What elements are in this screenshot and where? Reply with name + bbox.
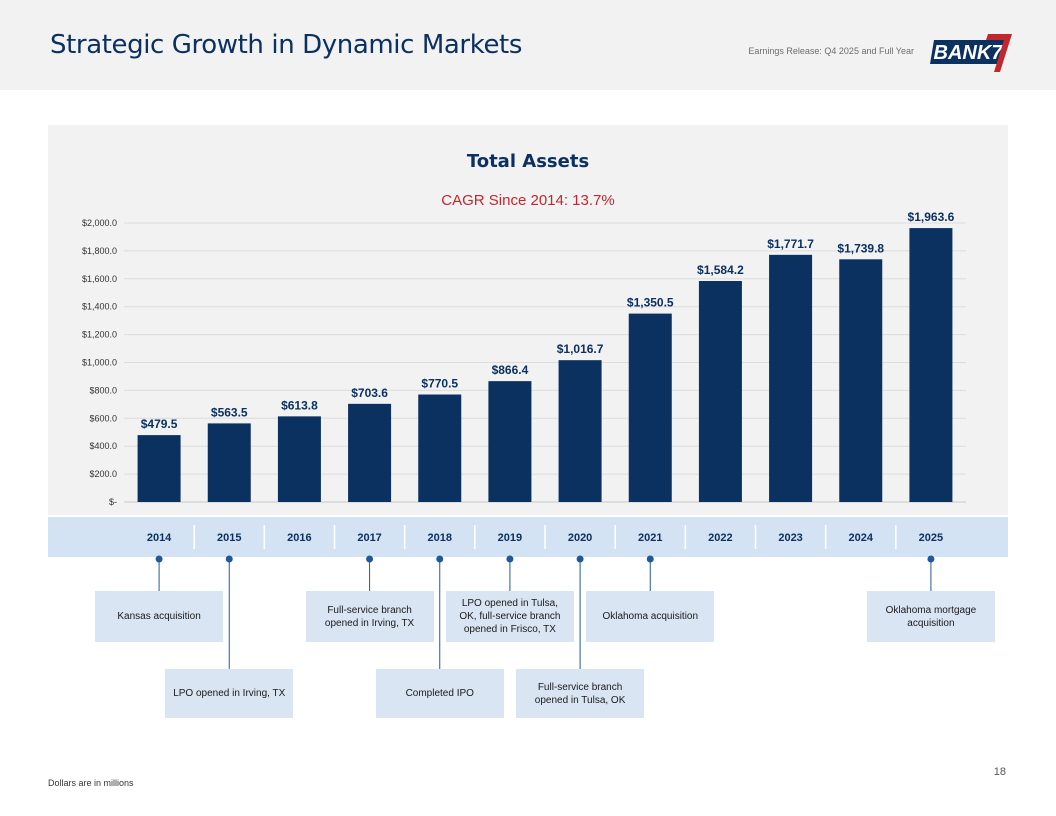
timeline-marker — [506, 555, 514, 563]
timeline-event-box: Full-service branch opened in Irving, TX — [305, 591, 434, 642]
data-labels: $479.5 $563.5 $613.8 $703.6 $770.5 $866.4 $1,0… — [141, 210, 955, 431]
timeline-event-label: Completed IPO — [405, 688, 474, 699]
bar-value-label: $1,584.2 — [697, 263, 744, 277]
timeline-event-label: Full-service branch opened in Irving, TX — [324, 604, 415, 629]
timeline-event-label: LPO opened in Irving, TX — [173, 688, 286, 699]
timeline-connectors — [155, 555, 935, 669]
year-label: 2019 — [498, 532, 522, 544]
footnote: Dollars are in millions — [48, 778, 134, 788]
bar — [277, 416, 321, 502]
timeline-event-label: Oklahoma mortgage acquisition — [885, 604, 977, 629]
year-band — [48, 517, 1008, 557]
bar-value-label: $479.5 — [141, 417, 178, 431]
y-tick-label: $1,600.0 — [82, 274, 117, 284]
bar — [628, 313, 672, 502]
timeline-marker — [436, 555, 444, 563]
earnings-release-label: Earnings Release: Q4 2025 and Full Year — [748, 46, 914, 56]
year-label: 2020 — [568, 532, 592, 544]
timeline-event-label: Kansas acquisition — [117, 611, 201, 622]
timeline-event-box: LPO opened in Irving, TX — [165, 669, 294, 718]
bar-value-label: $1,739.8 — [837, 241, 884, 255]
y-tick-label: $1,400.0 — [82, 302, 117, 312]
timeline-marker — [225, 555, 233, 563]
year-label: 2015 — [217, 532, 241, 544]
bar-value-label: $563.5 — [211, 405, 248, 419]
year-label: 2017 — [357, 532, 381, 544]
bar — [769, 254, 813, 502]
y-tick-label: $800.0 — [89, 385, 117, 395]
page-title: Strategic Growth in Dynamic Markets — [50, 30, 522, 60]
bar — [558, 360, 602, 502]
timeline-marker — [155, 555, 163, 563]
timeline-event-label: LPO opened in Tulsa, OK, full-service br… — [459, 598, 561, 635]
bar-value-label: $1,963.6 — [908, 210, 955, 224]
timeline-event-box: Full-service branch opened in Tulsa, OK — [516, 669, 645, 718]
y-tick-label: $200.0 — [89, 469, 117, 479]
bar — [348, 403, 392, 502]
gridlines — [124, 222, 966, 503]
bar — [698, 281, 742, 502]
timeline-event-box: Oklahoma mortgage acquisition — [866, 591, 995, 642]
x-axis-year-labels: 2014 2015 2016 2017 2018 2019 2020 2021 2022 2023… — [147, 532, 943, 544]
chart-subtitle: CAGR Since 2014: 13.7% — [441, 192, 614, 209]
bar — [839, 259, 883, 502]
bar-value-label: $1,350.5 — [627, 296, 674, 310]
bar — [418, 394, 462, 502]
bar-value-label: $703.6 — [351, 386, 388, 400]
bank7-logo: BANK7 — [930, 34, 1012, 72]
year-label: 2016 — [287, 532, 311, 544]
bar-value-label: $866.4 — [492, 363, 529, 377]
timeline-marker — [646, 555, 654, 563]
bars — [137, 228, 953, 502]
chart-title: Total Assets — [467, 151, 589, 172]
bar — [137, 435, 181, 502]
year-label: 2023 — [778, 532, 802, 544]
timeline-event-box: LPO opened in Tulsa, OK, full-service br… — [445, 591, 574, 642]
y-tick-label: $600.0 — [89, 413, 117, 423]
y-tick-label: $400.0 — [89, 441, 117, 451]
year-label: 2014 — [147, 532, 172, 544]
logo-text: BANK7 — [934, 42, 1004, 64]
timeline-event-box: Completed IPO — [375, 669, 504, 718]
bar — [207, 423, 251, 502]
page-number: 18 — [993, 766, 1006, 778]
bar — [909, 228, 953, 502]
logo-banner — [930, 40, 1006, 64]
y-axis-ticks: $- $200.0 $400.0 $600.0 $800.0 $1,000.0 $1,200… — [82, 218, 117, 507]
year-label: 2018 — [428, 532, 452, 544]
timeline-marker — [927, 555, 935, 563]
y-tick-label: $- — [109, 497, 117, 507]
bar-value-label: $613.8 — [281, 398, 318, 412]
bar-value-label: $1,771.7 — [767, 237, 814, 251]
bar-value-label: $770.5 — [421, 377, 458, 391]
timeline-event-label: Full-service branch opened in Tulsa, OK — [534, 681, 626, 706]
year-label: 2024 — [849, 532, 874, 544]
timeline-event-box: Oklahoma acquisition — [586, 591, 715, 642]
y-tick-label: $1,800.0 — [82, 246, 117, 256]
bar — [488, 381, 532, 502]
bar-value-label: $1,016.7 — [557, 342, 604, 356]
year-label: 2022 — [708, 532, 732, 544]
y-tick-label: $1,200.0 — [82, 330, 117, 340]
year-label: 2021 — [638, 532, 662, 544]
timeline-marker — [366, 555, 374, 563]
timeline-marker — [576, 555, 584, 563]
timeline-event-box: Kansas acquisition — [95, 591, 224, 642]
year-label: 2025 — [919, 532, 943, 544]
header-band — [0, 0, 1056, 90]
year-dividers — [193, 525, 897, 549]
timeline-event-label: Oklahoma acquisition — [602, 611, 699, 622]
y-tick-label: $2,000.0 — [82, 218, 117, 228]
y-tick-label: $1,000.0 — [82, 358, 117, 368]
logo-seven-accent — [986, 34, 1012, 72]
